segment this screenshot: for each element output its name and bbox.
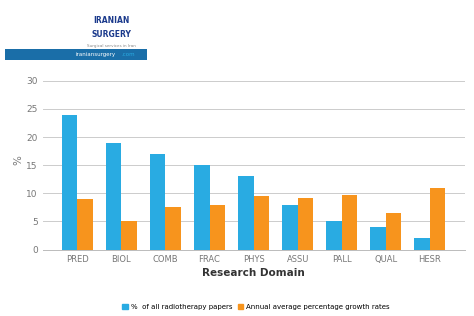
Text: IRANIAN: IRANIAN — [93, 16, 129, 25]
Bar — [282, 205, 298, 250]
Bar — [370, 227, 386, 250]
Legend: %  of all radiotherapy papers, Annual average percentage growth rates: % of all radiotherapy papers, Annual ave… — [119, 301, 392, 313]
Bar — [254, 196, 269, 250]
Y-axis label: %: % — [14, 155, 24, 165]
Bar — [326, 222, 342, 250]
Text: Surgical services in Iran: Surgical services in Iran — [87, 44, 136, 47]
Bar — [165, 207, 181, 250]
Text: .com: .com — [121, 52, 135, 57]
Bar — [77, 199, 93, 250]
Text: SURGERY: SURGERY — [91, 30, 131, 39]
Bar — [106, 143, 121, 250]
X-axis label: Research Domain: Research Domain — [202, 268, 305, 278]
Bar — [62, 115, 77, 250]
Bar — [298, 198, 313, 250]
Bar — [342, 195, 357, 250]
Bar — [194, 165, 210, 250]
Bar — [414, 238, 430, 250]
Bar — [386, 213, 401, 250]
Bar — [210, 205, 225, 250]
Bar — [238, 176, 254, 250]
FancyBboxPatch shape — [5, 3, 147, 60]
Text: iraniansurgery: iraniansurgery — [76, 52, 116, 57]
FancyBboxPatch shape — [5, 49, 147, 60]
Bar — [430, 188, 446, 250]
Bar — [121, 222, 137, 250]
Bar — [150, 154, 165, 250]
